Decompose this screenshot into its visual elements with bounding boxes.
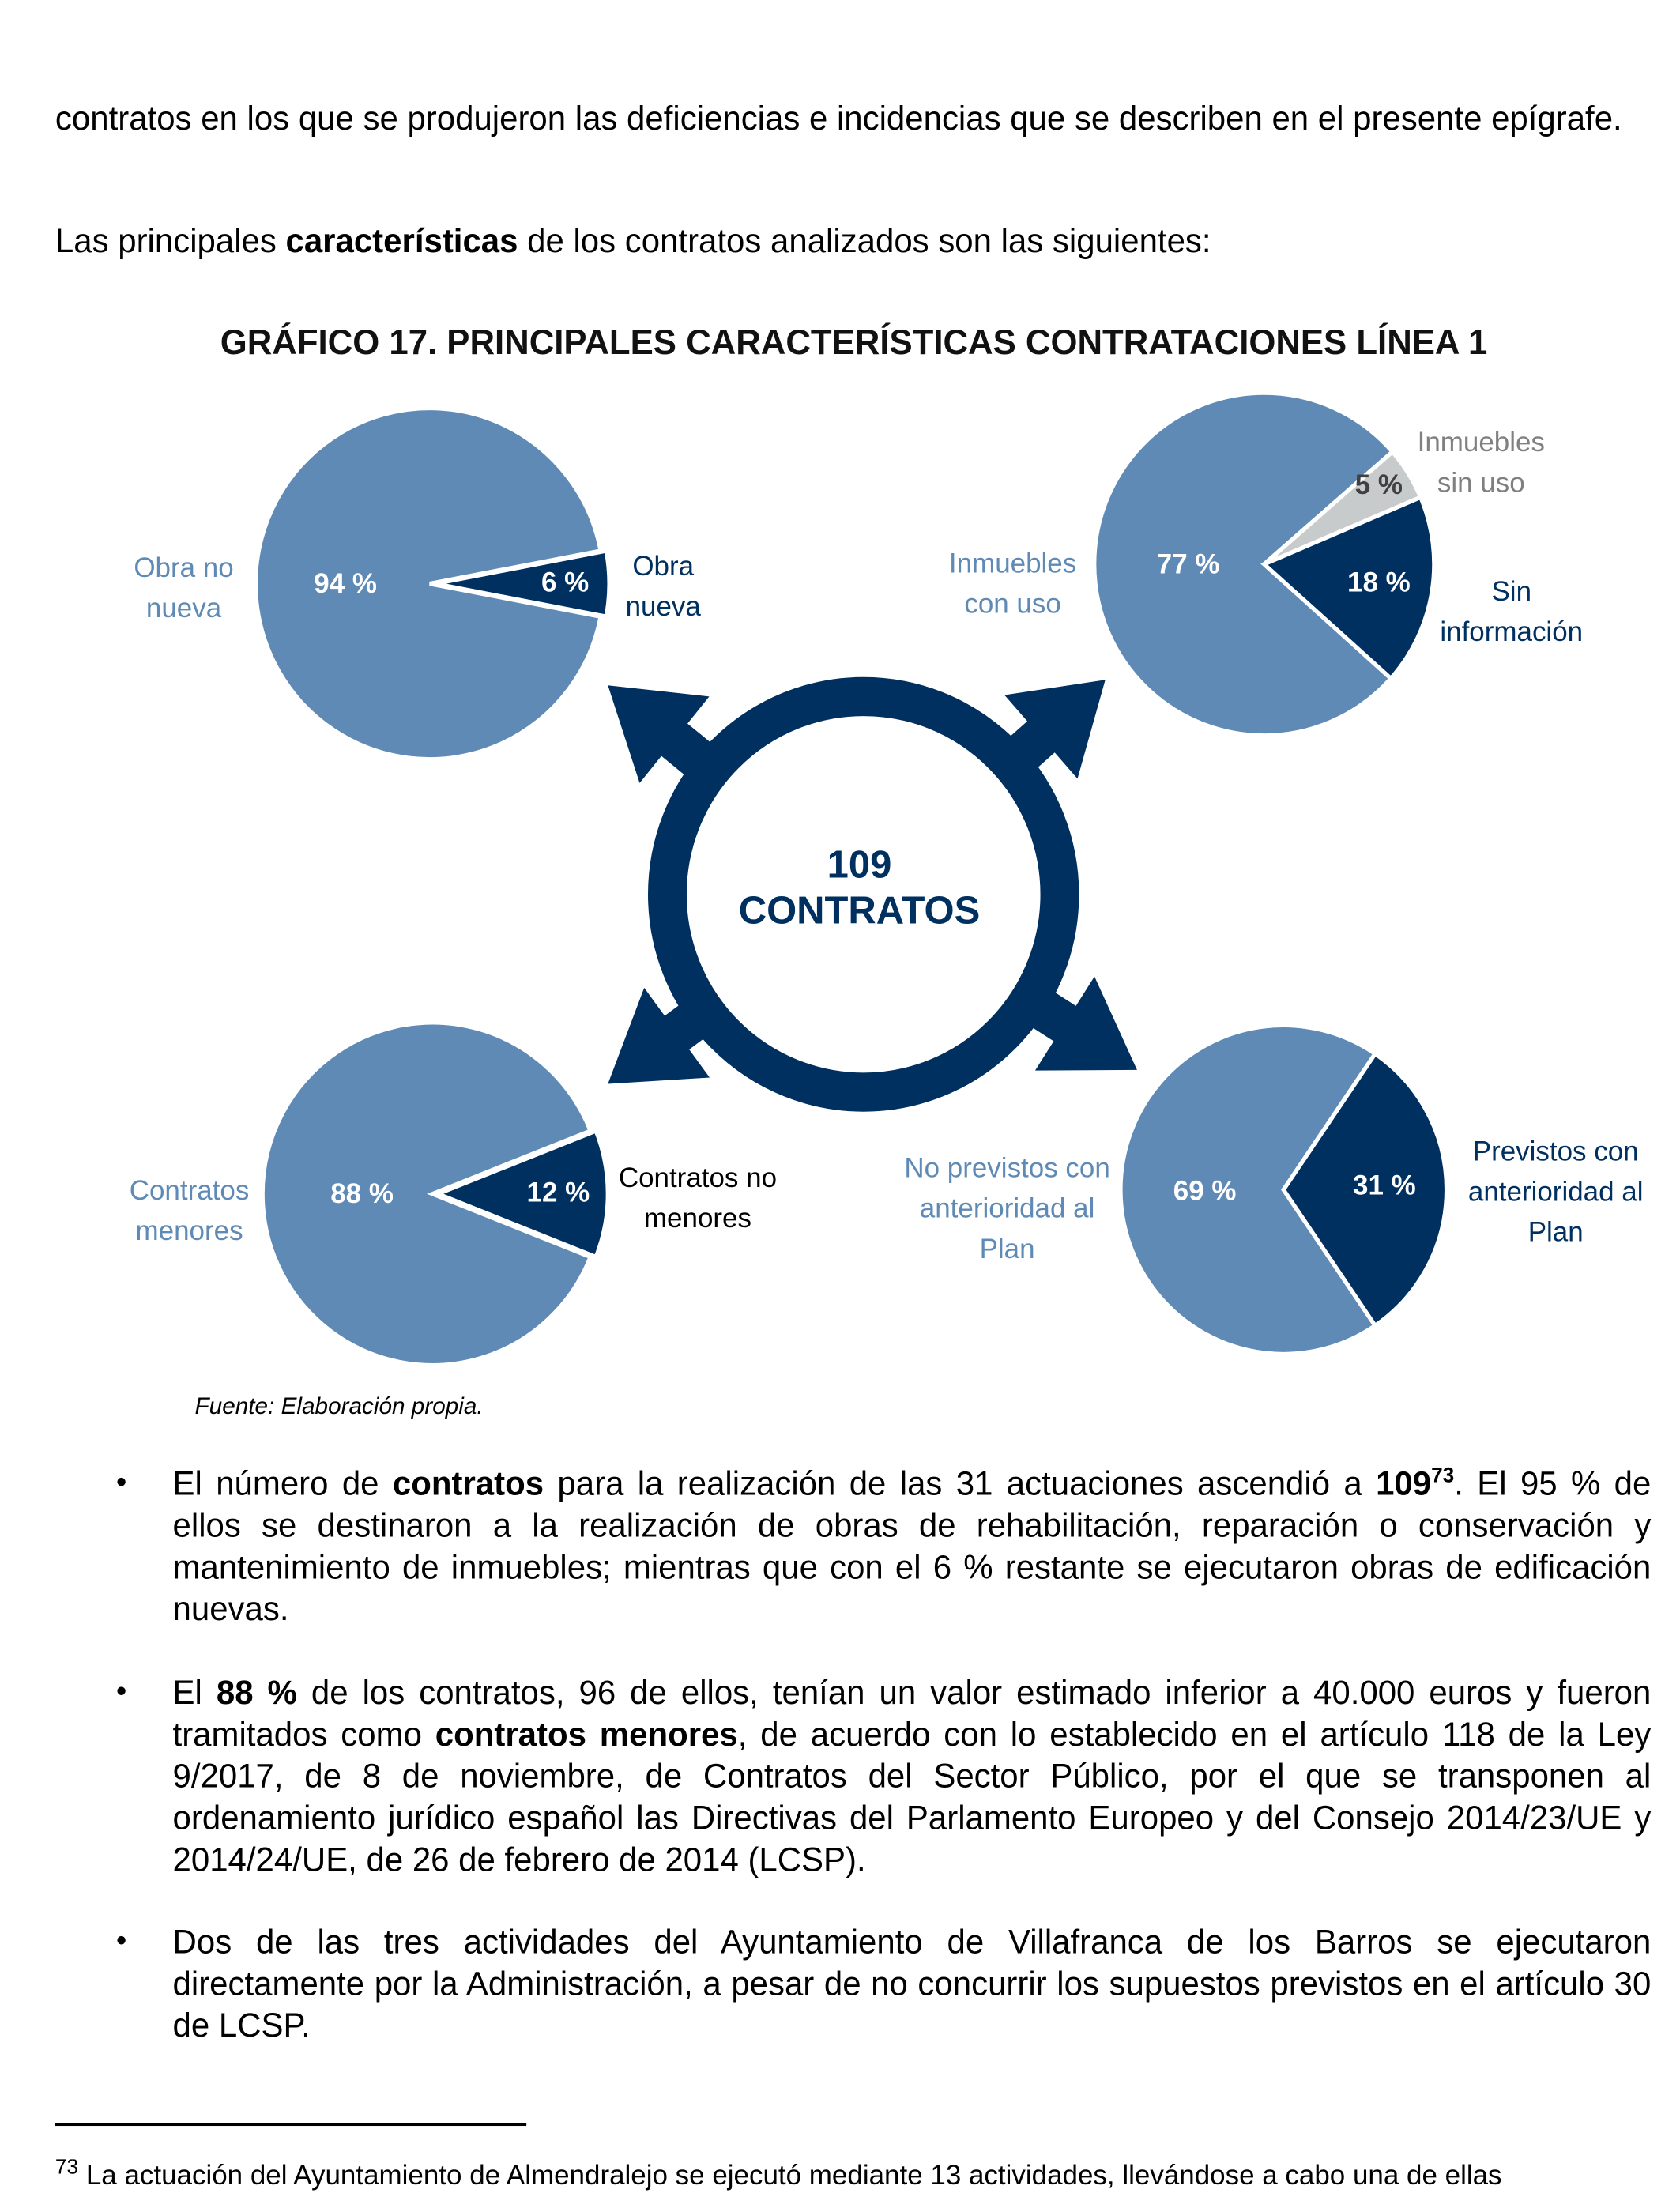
center-total: 109 CONTRATOS (721, 842, 998, 933)
pie-slice (1281, 1050, 1449, 1329)
legend-label: Contratos menores (129, 1175, 250, 1247)
text: El (172, 1674, 217, 1713)
data-label: 69 % (1173, 1176, 1237, 1208)
text: , de acuerdo con lo establecido en el ar… (172, 1716, 1652, 1880)
bold-text: 109 (1376, 1465, 1432, 1504)
legend-label: Contratos no menores (618, 1162, 778, 1234)
text: de los contratos analizados son las sigu… (518, 223, 1211, 261)
bold-text: características (285, 223, 518, 261)
pie-slice (1260, 494, 1437, 682)
footnote-number: 73 (55, 2159, 79, 2180)
data-label: 5 % (1354, 469, 1403, 501)
data-label: 94 % (314, 569, 377, 600)
figure-title: GRÁFICO 17. PRINCIPALES CARACTERÍSTICAS … (220, 322, 1488, 363)
footnote-text: La actuación del Ayuntamiento de Almendr… (78, 2161, 1502, 2191)
footnote-ref[interactable]: 73 (1431, 1464, 1455, 1488)
pie-slice (1092, 390, 1396, 738)
total-number: 109 (827, 842, 892, 887)
data-label: 18 % (1347, 567, 1411, 599)
text: de los contratos, 96 de ellos, tenían un… (172, 1674, 1652, 1754)
pie-slice (432, 1128, 610, 1260)
legend-label: Sin información (1440, 576, 1584, 648)
total-label: CONTRATOS (738, 888, 981, 933)
pie-slice (435, 548, 612, 620)
intro-paragraph-2: Las principales características de los c… (55, 221, 1651, 263)
figure-source: Fuente: Elaboración propia. (194, 1392, 484, 1420)
bullet-icon: • (115, 1922, 127, 1957)
intro-paragraph: contratos en los que se produjeron las d… (55, 99, 1651, 141)
text: para la realización de las 31 actuacione… (544, 1465, 1377, 1504)
pie-slice (253, 405, 604, 762)
bold-text: 88 % (216, 1674, 297, 1713)
center-ring (647, 676, 1079, 1112)
bold-text: contratos menores (435, 1716, 738, 1754)
data-label: 77 % (1156, 549, 1220, 581)
bullet-item: El número de contratos para la realizaci… (173, 1464, 1652, 1632)
legend-label: Obra no nueva (134, 552, 234, 624)
footnote-divider (55, 2123, 527, 2127)
text: Dos de las tres actividades del Ayuntami… (172, 1924, 1652, 2045)
legend-label: Obra nueva (625, 552, 701, 623)
data-label: 12 % (526, 1178, 590, 1209)
bullet-item: Dos de las tres actividades del Ayuntami… (173, 1923, 1652, 2048)
data-label: 6 % (541, 567, 590, 599)
bullet-icon: • (115, 1673, 127, 1709)
legend-label: Inmuebles sin uso (1417, 428, 1545, 499)
text: El número de (172, 1465, 393, 1504)
bold-text: contratos (392, 1465, 544, 1504)
data-label: 88 % (330, 1179, 394, 1210)
legend-label: Previstos con anterioridad al Plan (1467, 1136, 1644, 1249)
footnote: 73 La actuación del Ayuntamiento de Alme… (55, 2159, 1651, 2192)
pie-slice (1118, 1023, 1378, 1357)
data-label: 31 % (1353, 1170, 1416, 1202)
bullet-icon: • (115, 1464, 127, 1499)
text: Las principales (55, 223, 286, 261)
text: . El 95 % de ellos se destinaron a la re… (172, 1465, 1652, 1629)
legend-label: No previstos con anterioridad al Plan (904, 1153, 1110, 1265)
legend-label: Inmuebles con uso (948, 548, 1077, 620)
intro-text: contratos en los que se produjeron las d… (55, 100, 1622, 138)
pie-slice (260, 1020, 593, 1368)
bullet-item: El 88 % de los contratos, 96 de ellos, t… (173, 1673, 1652, 1882)
